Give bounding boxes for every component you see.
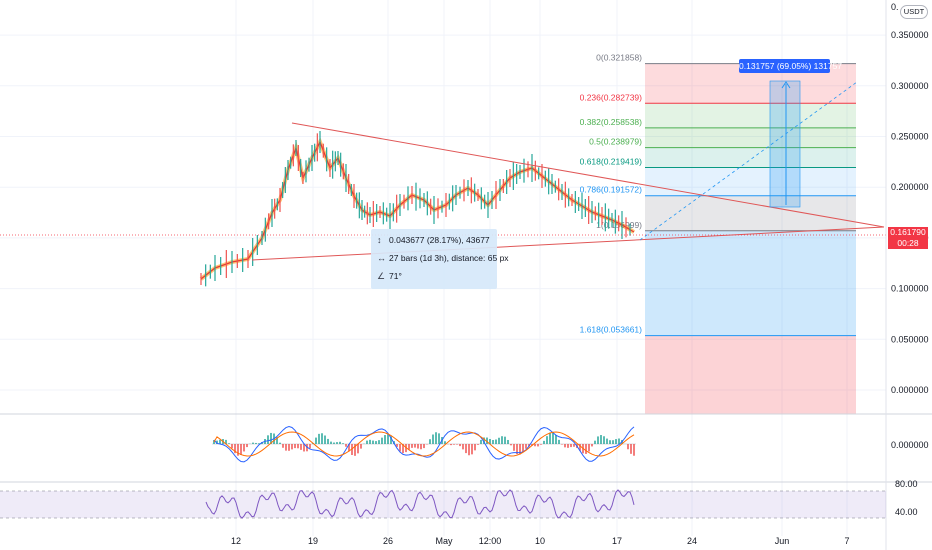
fib-zone (645, 147, 856, 168)
macd-tick-label: 0.000000 (891, 440, 929, 450)
fib-retracement[interactable]: 0(0.321858) 0.236(0.282739) 0.382(0.258538… (580, 53, 856, 414)
price-range-box[interactable] (769, 80, 801, 208)
time-tick-label: 17 (612, 536, 622, 546)
time-tick-label: 19 (308, 536, 318, 546)
macd-pane[interactable] (212, 426, 636, 463)
time-tick-label: 12:00 (479, 536, 502, 546)
price-range-arrowhead (781, 81, 791, 89)
bars-range-icon: ↔ (377, 253, 386, 263)
time-tick-label: 12 (231, 536, 241, 546)
fib-zone (645, 103, 856, 128)
time-tick-label: 10 (535, 536, 545, 546)
rsi-pane[interactable] (205, 489, 635, 519)
price-axis[interactable]: 0.3500000.3000000.2500000.2000000.150000… (891, 30, 929, 517)
price-series (199, 131, 636, 287)
rsi-line (205, 489, 635, 519)
measure-tooltip: ↕ 0.043677 (28.17%), 43677 ↔ 27 bars (1d 3… (371, 229, 509, 289)
time-tick-label: Jun (775, 536, 790, 546)
fib-level-label: 0.618(0.219419) (580, 157, 643, 167)
fib-zone (645, 230, 856, 336)
price-tick-label: 0.000000 (891, 385, 929, 395)
bar-countdown: 00:28 (897, 238, 919, 248)
triangle-lower-line[interactable] (251, 226, 885, 261)
time-axis[interactable]: 12 19 26 May 12:00 10 17 24 Jun 7 (231, 536, 850, 546)
price-tick-label: 0.250000 (891, 132, 929, 142)
rsi-tick-label: 40.00 (895, 507, 918, 517)
fib-zone (645, 167, 856, 196)
price-tick-label: 0.100000 (891, 284, 929, 294)
currency-button[interactable]: USDT (900, 5, 928, 19)
time-tick-label: 26 (383, 536, 393, 546)
fib-level-label: 0.236(0.282739) (580, 92, 643, 102)
fib-level-label: 1.618(0.053661) (580, 325, 643, 335)
time-tick-label: 24 (687, 536, 697, 546)
price-tick-label: 0.200000 (891, 182, 929, 192)
fib-level-label: 0.786(0.191572) (580, 185, 643, 195)
current-price-value: 0.161790 (890, 227, 926, 237)
time-tick-label: 7 (844, 536, 849, 546)
macd-line (213, 426, 635, 463)
measure-angle: 71° (389, 271, 402, 281)
time-tick-label: May (435, 536, 453, 546)
price-axis-top-partial: 0. (891, 2, 899, 12)
fib-level-label: 0.5(0.238979) (589, 137, 642, 147)
fib-zone (645, 195, 856, 231)
measure-price-change: 0.043677 (28.17%), 43677 (389, 235, 490, 245)
price-tick-label: 0.350000 (891, 30, 929, 40)
angle-icon: ∠ (377, 271, 386, 281)
fib-level-label: 0(0.321858) (596, 53, 642, 63)
macd-signal-line (213, 431, 635, 457)
triangle-upper-line[interactable] (291, 122, 885, 228)
fib-level-label: 0.382(0.258538) (580, 117, 643, 127)
price-range-badge: 0.131757 (69.05%) 131757 (739, 59, 843, 73)
price-tick-label: 0.050000 (891, 334, 929, 344)
price-range-icon: ↕ (377, 235, 382, 245)
fib-zone (645, 127, 856, 148)
current-price-tag: 0.161790 00:28 (888, 227, 928, 249)
projection-dashed-line (639, 81, 858, 241)
rsi-tick-label: 80.00 (895, 479, 918, 489)
price-tick-label: 0.300000 (891, 81, 929, 91)
fib-zone (645, 335, 856, 414)
measure-bars: 27 bars (1d 3h), distance: 65 px (389, 253, 509, 263)
